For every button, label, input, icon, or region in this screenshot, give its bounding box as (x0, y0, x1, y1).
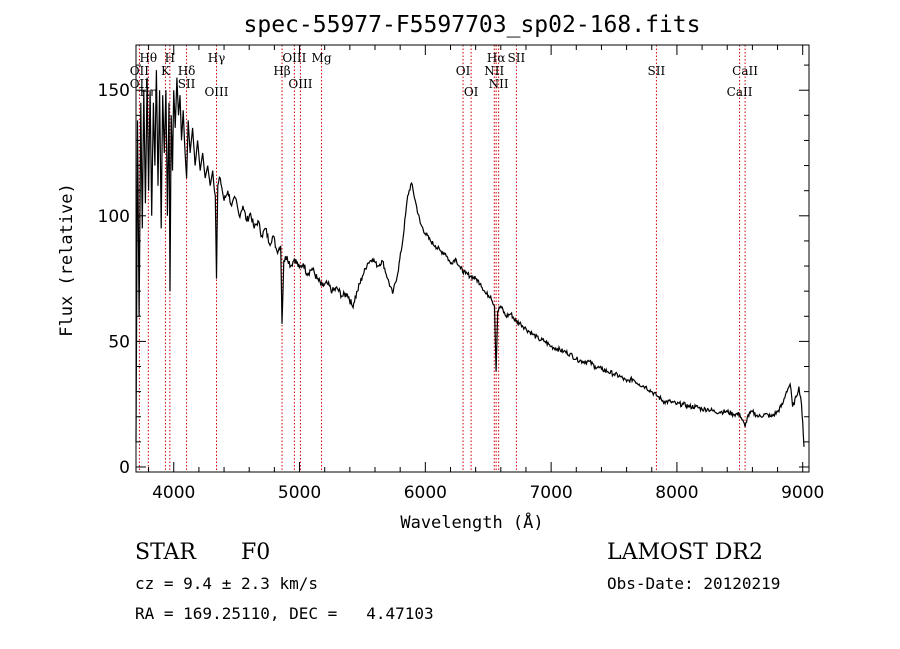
survey-label: LAMOST DR2 (607, 540, 763, 565)
line-marker-label: OII (130, 64, 150, 78)
line-marker-label: K (161, 64, 171, 78)
line-marker-label: OIII (288, 77, 312, 91)
line-marker-label: Hδ (178, 64, 196, 78)
line-marker-label: OII (130, 77, 150, 91)
line-marker-label: OI (464, 85, 479, 99)
subclass-label: F0 (241, 540, 271, 565)
y-tick-label: 100 (98, 207, 130, 227)
line-marker-label: SII (178, 77, 196, 91)
x-tick-label: 6000 (404, 483, 447, 503)
x-tick-label: 7000 (529, 483, 572, 503)
tick-labels: 4000 5000 6000 7000 8000 9000 0 50 100 150 (98, 81, 825, 503)
x-tick-label: 8000 (655, 483, 698, 503)
line-marker-label: Mg (312, 51, 332, 65)
y-tick-label: 150 (98, 81, 130, 101)
spectrum-line (135, 70, 805, 447)
spectral-line-labels: OIIOIIHθHηKHHδSIIHγOIIIHβOIIIOIIIMgOIOIN… (130, 51, 759, 99)
redshift-text: cz = 9.4 ± 2.3 km/s (135, 574, 319, 593)
line-marker-label: OIII (282, 51, 306, 65)
y-tick-label: 0 (119, 458, 130, 478)
axis-ticks (136, 45, 809, 472)
y-tick-label: 50 (108, 332, 130, 352)
obs-date-text: Obs-Date: 20120219 (607, 574, 781, 593)
line-marker-label: Hα (487, 51, 506, 65)
line-marker-label: NII (484, 64, 504, 78)
line-marker-label: SII (508, 51, 526, 65)
line-marker-label: Hγ (208, 51, 226, 65)
spectral-line-markers (138, 45, 746, 472)
x-tick-label: 5000 (278, 483, 321, 503)
x-tick-label: 4000 (152, 483, 195, 503)
line-marker-label: OI (456, 64, 471, 78)
x-tick-label: 9000 (781, 483, 824, 503)
line-marker-label: CaII (727, 85, 753, 99)
x-axis-label: Wavelength (Å) (400, 511, 543, 533)
line-marker-label: Hβ (273, 64, 290, 78)
chart-title: spec-55977-F5597703_sp02-168.fits (244, 12, 701, 38)
class-label: STAR (135, 540, 196, 565)
line-marker-label: SII (648, 64, 666, 78)
line-marker-label: Hθ (139, 51, 157, 65)
plot-frame (135, 44, 810, 473)
line-marker-label: Hη (139, 85, 157, 99)
line-marker-label: H (165, 51, 175, 65)
line-marker-label: CaII (732, 64, 758, 78)
line-marker-label: NII (489, 77, 509, 91)
y-axis-label: Flux (relative) (57, 183, 77, 337)
line-marker-label: OIII (204, 85, 228, 99)
radec-text: RA = 169.25110, DEC = 4.47103 (135, 604, 434, 623)
